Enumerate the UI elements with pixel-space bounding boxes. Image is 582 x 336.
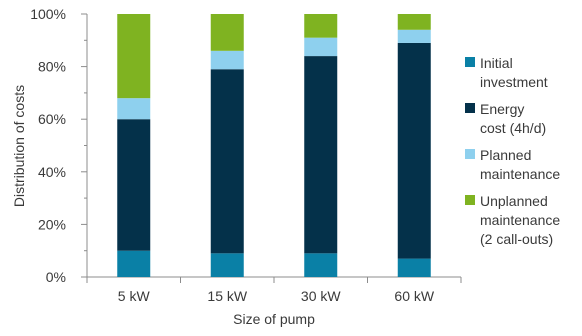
legend: Initial investment Energy cost (4h/d) Planne…: [465, 55, 560, 247]
tick-labels: 0% 20% 40% 60% 80% 100% 5 kW 15 kW 30 kW 60 kW: [30, 6, 435, 304]
bar-segment: [397, 42, 431, 259]
bar-segment: [304, 56, 338, 254]
bar-segment: [210, 14, 244, 51]
y-tick-label: 60%: [38, 111, 66, 127]
y-tick-label: 0%: [46, 269, 66, 285]
legend-item: Unplanned maintenance (2 call-outs): [465, 193, 560, 247]
bar-segment: [117, 98, 151, 120]
bar-segment: [210, 50, 244, 70]
bar-segment: [117, 250, 151, 277]
bar-segment: [397, 29, 431, 43]
bar-segment: [210, 253, 244, 277]
x-axis-title: Size of pump: [233, 311, 315, 327]
legend-swatch: [465, 57, 475, 67]
legend-label: Unplanned maintenance (2 call-outs): [480, 193, 560, 247]
legend-item: Initial investment: [465, 55, 548, 90]
bar-segment: [304, 14, 338, 38]
x-tick-label: 30 kW: [301, 288, 341, 304]
bar-segment: [397, 14, 431, 30]
legend-item: Planned maintenance: [465, 147, 560, 182]
bar-segment: [397, 258, 431, 277]
legend-label: Planned maintenance: [480, 147, 560, 182]
y-tick-label: 100%: [30, 6, 66, 22]
bar-segment: [304, 37, 338, 57]
legend-swatch: [465, 195, 475, 205]
legend-swatch: [465, 149, 475, 159]
y-axis-title: Distribution of costs: [11, 85, 27, 207]
x-tick-label: 5 kW: [118, 288, 151, 304]
legend-label: Initial investment: [480, 55, 548, 90]
bar-segment: [117, 119, 151, 251]
y-tick-label: 80%: [38, 59, 66, 75]
x-tick-label: 60 kW: [394, 288, 434, 304]
x-tick-label: 15 kW: [207, 288, 247, 304]
legend-swatch: [465, 103, 475, 113]
bars: [117, 14, 431, 277]
y-tick-label: 40%: [38, 164, 66, 180]
bar-segment: [304, 253, 338, 277]
legend-item: Energy cost (4h/d): [465, 101, 546, 136]
legend-label: Energy cost (4h/d): [480, 101, 546, 136]
bar-segment: [210, 69, 244, 254]
bar-segment: [117, 14, 151, 99]
y-tick-label: 20%: [38, 216, 66, 232]
